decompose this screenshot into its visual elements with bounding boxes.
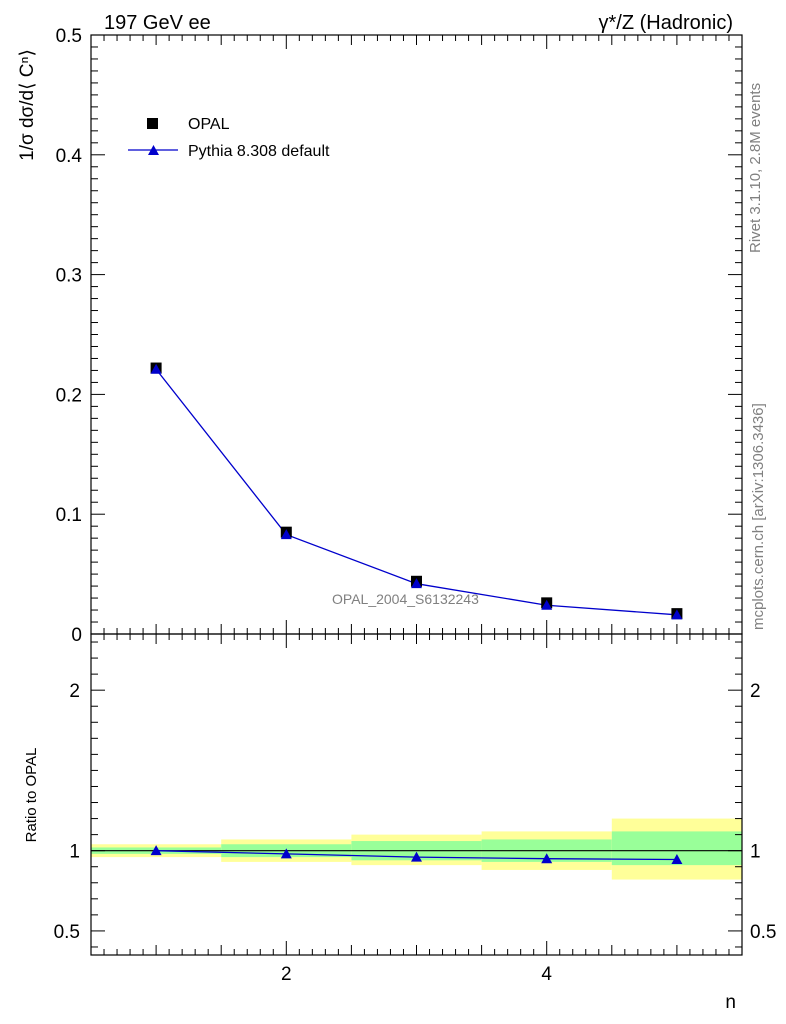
header-left: 197 GeV ee: [104, 12, 211, 34]
main-y-tick-label: 0.1: [56, 505, 82, 526]
x-tick-label: 2: [281, 964, 292, 985]
main-ticks: [90, 34, 743, 635]
mc-point: [150, 363, 162, 374]
ratio-frame: [90, 633, 743, 956]
main-y-tick-label: 0.5: [56, 26, 82, 47]
watermark: OPAL_2004_S6132243: [332, 591, 479, 607]
legend-mc-label: Pythia 8.308 default: [188, 143, 330, 160]
mc-point: [280, 529, 292, 540]
main-y-tick-label: 0: [71, 625, 82, 646]
ratio-y-axis-title: Ratio to OPAL: [23, 748, 40, 843]
main-y-tick-labels: 0 0.1 0.2 0.3 0.4 0.5: [56, 26, 83, 646]
ratio-y-tick-label-right: 1: [750, 842, 761, 863]
ratio-y-tick-labels: 0.5 0.5 1 1 2 2: [54, 681, 777, 943]
rivet-label: Rivet 3.1.10, 2.8M events: [747, 83, 764, 253]
x-tick-label: 4: [541, 964, 552, 985]
ratio-point: [541, 853, 553, 864]
ratio-y-tick-label: 2: [69, 681, 80, 702]
header-right: γ*/Z (Hadronic): [599, 12, 733, 34]
ratio-point: [150, 845, 162, 856]
ratio-y-tick-label-right: 2: [750, 681, 761, 702]
mcplots-label: mcplots.cern.ch [arXiv:1306.3436]: [750, 403, 767, 630]
mc-markers: [150, 363, 683, 620]
legend: OPAL Pythia 8.308 default: [128, 116, 330, 160]
ratio-point: [671, 854, 683, 865]
legend-opal-label: OPAL: [188, 116, 230, 133]
ratio-y-tick-label: 0.5: [54, 922, 80, 943]
ratio-point: [411, 851, 422, 862]
ratio-point: [280, 848, 292, 859]
main-y-tick-label: 0.4: [56, 146, 83, 167]
mc-point: [541, 599, 553, 610]
main-y-tick-label: 0.2: [56, 385, 82, 406]
ratio-y-tick-label: 1: [69, 842, 80, 863]
main-panel: 0 0.1 0.2 0.3 0.4 0.5 OPAL_2004_S6132243: [56, 26, 743, 646]
mc-point: [411, 578, 422, 589]
x-axis-title: n: [725, 992, 736, 1013]
ratio-bands: [91, 818, 742, 880]
main-y-tick-label: 0.3: [56, 266, 82, 287]
legend-mc-marker: [148, 145, 159, 155]
mc-point: [671, 609, 683, 620]
ratio-ticks: [90, 634, 743, 955]
legend-opal-marker: [147, 118, 158, 129]
ratio-y-tick-label-right: 0.5: [750, 922, 776, 943]
ratio-mc-markers: [150, 845, 683, 865]
main-y-axis-title: 1/σ dσ/d⟨ Cⁿ⟩: [17, 49, 38, 161]
